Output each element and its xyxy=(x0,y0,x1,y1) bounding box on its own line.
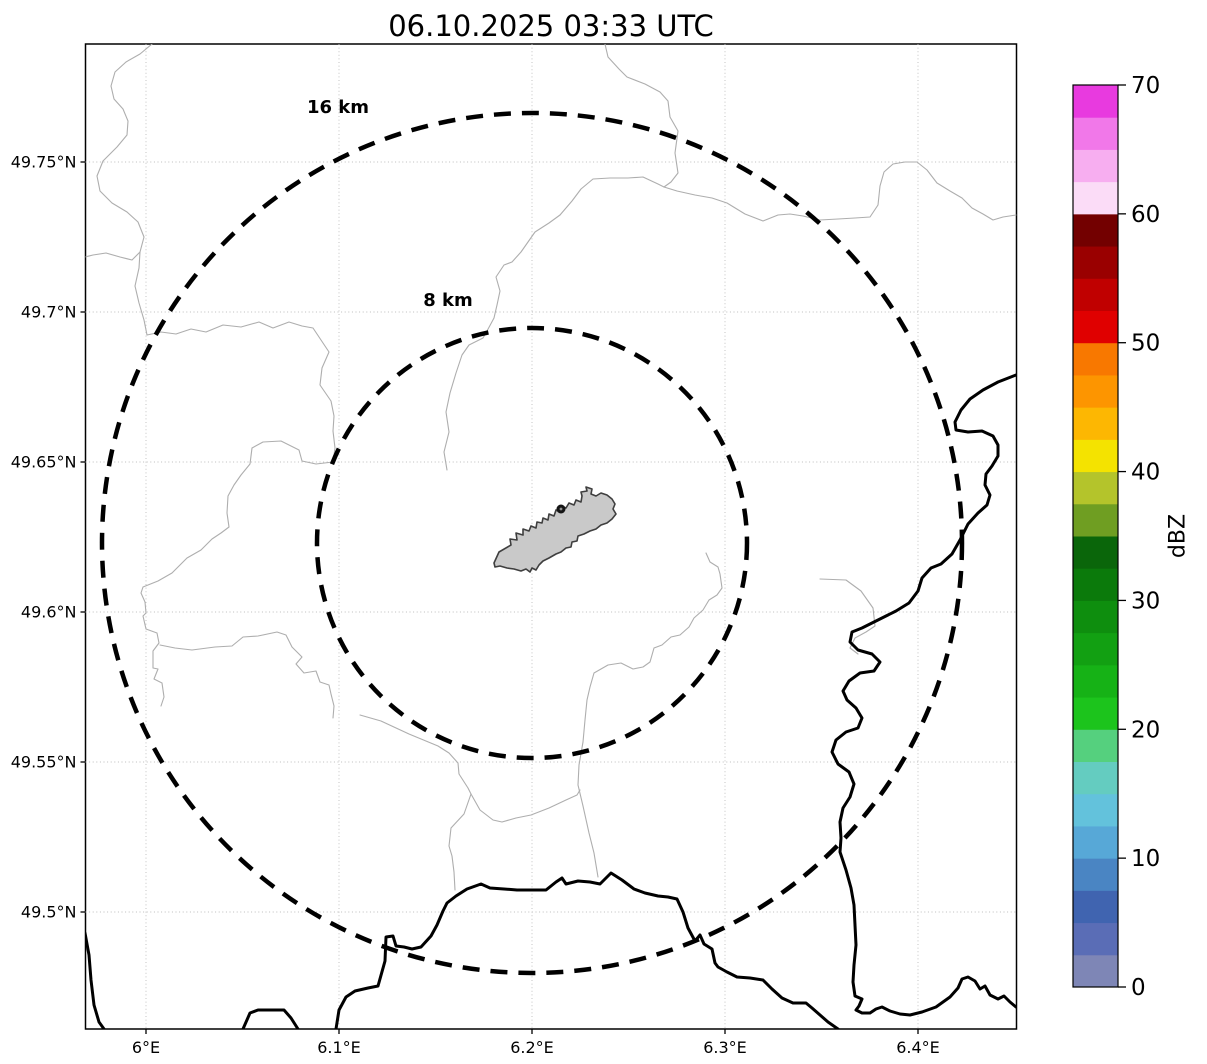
colorbar-cell xyxy=(1073,729,1118,762)
x-tick-label: 6.2°E xyxy=(510,1038,554,1057)
river-line xyxy=(359,714,472,891)
colorbar-cell xyxy=(1073,310,1118,344)
river-line xyxy=(604,44,679,188)
colorbar-tick-label: 40 xyxy=(1131,460,1160,486)
colorbar-tick-label: 30 xyxy=(1131,588,1160,614)
river-line xyxy=(134,251,336,707)
colorbar-cell xyxy=(1073,278,1118,311)
colorbar-cell xyxy=(1073,922,1118,956)
colorbar-cell xyxy=(1073,890,1118,924)
axis-labels: 6°E 6.1°E 6.2°E 6.3°E 6.4°E 49.75°N 49.7°N 49.6… xyxy=(11,153,940,1058)
x-tick-label: 6.4°E xyxy=(896,1038,940,1057)
colorbar-cell xyxy=(1073,954,1118,988)
country-border-line xyxy=(334,871,840,1029)
y-tick-label: 49.6°N xyxy=(21,603,77,622)
x-tick-label: 6°E xyxy=(132,1038,160,1057)
colorbar-cell xyxy=(1073,149,1118,183)
colorbar-cell xyxy=(1073,439,1118,473)
range-ring-label-16km: 16 km xyxy=(307,97,369,118)
map-layers xyxy=(85,44,1017,1029)
colorbar-tick-label: 0 xyxy=(1131,975,1146,1001)
figure-title: 06.10.2025 03:33 UTC xyxy=(388,9,714,43)
country-border-lines xyxy=(85,373,1017,1029)
range-ring-8km xyxy=(314,325,750,761)
range-ring-16km xyxy=(99,110,965,976)
colorbar-cell xyxy=(1073,632,1118,666)
colorbar-cell xyxy=(1073,471,1118,505)
river-line xyxy=(159,631,335,719)
colorbar-cell xyxy=(1073,793,1118,827)
colorbar-cell xyxy=(1073,181,1118,215)
colorbar-cell xyxy=(1073,246,1118,279)
colorbar-tick-label: 10 xyxy=(1131,846,1160,872)
colorbar-tick-label: 50 xyxy=(1131,331,1160,357)
river-line xyxy=(85,44,153,261)
y-tick-label: 49.7°N xyxy=(21,303,77,322)
colorbar-cell xyxy=(1073,664,1118,698)
y-tick-label: 49.65°N xyxy=(11,453,77,472)
river-line xyxy=(577,552,723,878)
river-line xyxy=(443,214,561,471)
colorbar-cell xyxy=(1073,503,1118,537)
river-line xyxy=(470,789,581,823)
y-tick-label: 49.5°N xyxy=(21,903,77,922)
colorbar-cell xyxy=(1073,858,1118,891)
colorbar-cell xyxy=(1073,213,1118,247)
country-border-line xyxy=(830,373,1017,1017)
colorbar-cell xyxy=(1073,825,1118,859)
colorbar-cell xyxy=(1073,697,1118,730)
colorbar-cell xyxy=(1073,761,1118,795)
colorbar-frame xyxy=(1072,84,1119,988)
country-border-line xyxy=(85,931,106,1029)
river-line xyxy=(559,161,1017,222)
colorbar-tick-label: 70 xyxy=(1131,73,1160,99)
gridlines xyxy=(85,44,1017,1029)
colorbar-cell xyxy=(1073,374,1118,408)
y-tick-label: 49.75°N xyxy=(11,153,77,172)
y-tick-label: 49.55°N xyxy=(11,753,77,772)
colorbar-tick-label: 60 xyxy=(1131,202,1160,228)
airport-polygon xyxy=(493,486,617,573)
river-lines xyxy=(85,44,1017,891)
country-border-line xyxy=(241,1008,300,1029)
colorbar-axis-label: dBZ xyxy=(1166,514,1191,558)
colorbar-ticks: 0 10 20 30 40 50 60 70 xyxy=(1118,73,1160,1001)
x-tick-label: 6.3°E xyxy=(703,1038,747,1057)
x-tick-label: 6.1°E xyxy=(317,1038,361,1057)
colorbar-cell xyxy=(1073,342,1118,376)
colorbar-cell xyxy=(1073,536,1118,569)
colorbar-cell xyxy=(1073,600,1118,634)
colorbar-tick-label: 20 xyxy=(1131,717,1160,743)
colorbar-cell xyxy=(1073,407,1118,440)
colorbar-cell xyxy=(1073,568,1118,601)
colorbar-cell xyxy=(1073,85,1118,118)
colorbar xyxy=(1073,85,1118,988)
range-ring-label-8km: 8 km xyxy=(423,290,473,311)
axis-ticks xyxy=(80,161,919,1034)
colorbar-cell xyxy=(1073,117,1118,150)
radar-site-marker-center xyxy=(559,507,563,511)
